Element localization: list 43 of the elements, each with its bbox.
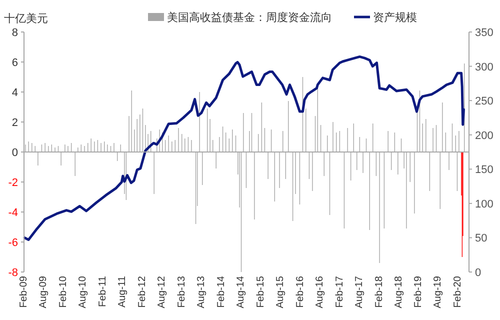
x-tick-label: Aug-17 xyxy=(354,276,365,308)
x-tick-label: Feb-12 xyxy=(136,276,148,308)
y-tick-label: 4 xyxy=(12,87,18,99)
x-tick-label: Aug-13 xyxy=(196,276,208,308)
y-tick-label: -4 xyxy=(8,207,18,219)
x-tick-label: Feb-09 xyxy=(18,276,30,308)
x-tick-label: Feb-10 xyxy=(58,276,70,308)
y2-tick-label: 250 xyxy=(475,96,494,108)
x-tick-label: Aug-12 xyxy=(156,276,168,308)
legend-label: 资产规模 xyxy=(373,11,417,24)
x-tick-label: Feb-16 xyxy=(294,276,306,308)
y-axis-title: 十亿美元 xyxy=(4,12,48,25)
x-tick-label: Aug-10 xyxy=(78,276,89,308)
y2-tick-label: 300 xyxy=(475,61,494,74)
x-tick-label: Feb-17 xyxy=(334,276,346,308)
y-tick-label: 6 xyxy=(12,57,18,69)
x-tick-label: Aug-18 xyxy=(393,276,404,308)
x-tick-label: Aug-19 xyxy=(432,276,444,308)
y2-tick-label: 100 xyxy=(475,198,494,210)
x-tick-label: Feb-19 xyxy=(413,276,424,308)
y-tick-label: 2 xyxy=(12,117,18,129)
y-tick-label: -8 xyxy=(8,267,18,279)
legend-label: 美国高收益债基金：周度资金流向 xyxy=(167,11,332,24)
y2-tick-label: 0 xyxy=(475,267,482,279)
y2-tick-label: 150 xyxy=(475,164,494,176)
x-tick-label: Aug-11 xyxy=(117,276,128,308)
x-tick-label: Feb-18 xyxy=(374,276,385,308)
y-tick-label: 0 xyxy=(12,147,18,159)
y2-tick-label: 50 xyxy=(475,232,488,245)
x-tick-label: Feb-15 xyxy=(255,276,266,308)
x-tick-label: Aug-15 xyxy=(274,276,286,308)
x-tick-label: Feb-14 xyxy=(216,276,227,308)
x-tick-label: Feb-11 xyxy=(98,276,109,307)
y-tick-label: -2 xyxy=(8,177,18,189)
x-tick-label: Aug-16 xyxy=(314,276,326,308)
x-tick-label: Aug-14 xyxy=(235,276,246,308)
y2-tick-label: 350 xyxy=(475,27,494,39)
x-tick-label: Aug-09 xyxy=(38,276,50,308)
y2-tick-label: 200 xyxy=(475,130,494,142)
y-tick-label: 8 xyxy=(12,27,18,39)
y-tick-label: -6 xyxy=(8,237,18,249)
x-tick-label: Feb-13 xyxy=(176,276,188,308)
x-tick-label: Feb-20 xyxy=(452,276,464,308)
